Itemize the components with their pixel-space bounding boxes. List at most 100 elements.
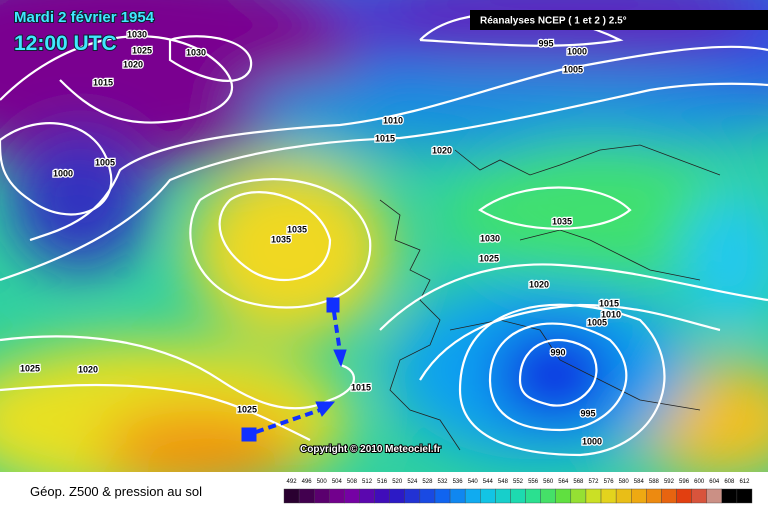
isobar-label: 1005 <box>95 157 115 167</box>
scale-label: 612 <box>739 479 750 485</box>
isobar-label: 1020 <box>78 364 98 374</box>
scale-swatch <box>464 488 481 504</box>
source: Réanalyses NCEP ( 1 et 2 ) 2.5° <box>480 16 627 27</box>
scale-swatch <box>585 488 602 504</box>
scale-swatch <box>434 488 451 504</box>
isobar-label: 1015 <box>351 382 371 392</box>
legend-title: Géop. Z500 & pression au sol <box>30 484 202 499</box>
scale-label: 492 <box>287 479 298 485</box>
scale-swatch <box>600 488 617 504</box>
isobar-label: 1025 <box>479 253 499 263</box>
scale-swatch <box>570 488 587 504</box>
scale-swatch <box>736 488 753 504</box>
arrow-start <box>241 427 257 442</box>
scale-swatch <box>374 488 390 504</box>
arrow-head <box>333 349 347 368</box>
arrow-line <box>255 408 321 434</box>
scale-label: 564 <box>558 479 569 485</box>
isobar-label: 1030 <box>186 47 206 57</box>
scale-label: 508 <box>347 479 358 485</box>
scale-swatch <box>646 488 662 504</box>
isobar-label: 1015 <box>93 77 113 87</box>
scale-swatch <box>283 488 300 504</box>
arrow-line <box>332 311 342 353</box>
scale-label: 532 <box>438 479 449 485</box>
scale-label: 504 <box>332 479 343 485</box>
scale-label: 524 <box>407 479 418 485</box>
isobar-labels: 1030 1025 1020 1030 1015 1005 1000 1010 1015 1020… <box>19 28 623 448</box>
scale-label: 496 <box>302 479 313 485</box>
isobar-label: 1025 <box>132 45 152 55</box>
isobar-label: 1000 <box>567 46 587 56</box>
scale-swatch <box>615 488 632 504</box>
scale-swatch <box>298 488 315 504</box>
scale-swatch <box>359 488 375 504</box>
scale-swatch <box>661 488 677 504</box>
scale-swatch <box>449 488 466 504</box>
scale-label: 572 <box>588 479 599 485</box>
isobar-label: 1000 <box>582 436 602 446</box>
scale-label: 608 <box>724 479 735 485</box>
isobar-label: 1020 <box>123 59 143 69</box>
isobar-label: 1015 <box>375 133 395 143</box>
scale-label: 536 <box>453 479 464 485</box>
isobar-label: 1020 <box>432 145 452 155</box>
coastlines <box>379 144 721 451</box>
scale-label: 528 <box>422 479 433 485</box>
isobar-label: 1035 <box>552 216 572 226</box>
isobar-label: 1005 <box>563 64 583 74</box>
scale-label: 568 <box>573 479 584 485</box>
scale-swatch <box>525 488 541 504</box>
source-box <box>470 10 768 30</box>
isobar-label: 1030 <box>127 29 147 39</box>
scale-label: 560 <box>543 479 554 485</box>
scale-swatch <box>344 488 360 504</box>
scale-label: 584 <box>634 479 645 485</box>
scale-label: 592 <box>664 479 675 485</box>
scale-label: 516 <box>377 479 388 485</box>
scale-label: 520 <box>392 479 403 485</box>
scale-swatch <box>540 488 556 504</box>
scale-swatch <box>495 488 511 504</box>
scale-label: 576 <box>604 479 615 485</box>
scale-label: 600 <box>694 479 705 485</box>
isobar-label: 1025 <box>237 404 257 414</box>
arrow-head <box>315 401 336 417</box>
scale-swatch <box>676 488 692 504</box>
time: 12:00 UTC <box>14 32 117 55</box>
field <box>0 0 768 500</box>
isobar-label: 1020 <box>529 279 549 289</box>
scale-swatch <box>329 488 345 504</box>
arrow-start <box>326 297 340 313</box>
scale-swatch <box>389 488 405 504</box>
isobar-label: 1035 <box>271 234 291 244</box>
isobar-label: 1025 <box>20 363 40 373</box>
isobar-label: 1030 <box>480 233 500 243</box>
scale-swatch <box>691 488 707 504</box>
isobar-label: 995 <box>538 38 553 48</box>
color-scale: 492 496 500 504 508 512 516 520 524 528 532 536 540 5… <box>283 479 753 504</box>
isobar-label: 1010 <box>601 309 621 319</box>
scale-swatch <box>631 488 647 504</box>
scale-label: 588 <box>649 479 660 485</box>
scale-label: 596 <box>679 479 690 485</box>
date: Mardi 2 février 1954 <box>14 9 155 26</box>
scale-label: 544 <box>483 479 494 485</box>
isobar-label: 1000 <box>53 168 73 178</box>
isobar-label: 990 <box>550 347 565 357</box>
scale-swatch <box>706 488 723 504</box>
scale-swatch <box>721 488 738 504</box>
scale-label: 552 <box>513 479 524 485</box>
copyright: Copyright © 2010 Meteociel.fr <box>300 444 441 455</box>
scale-label: 556 <box>528 479 539 485</box>
scale-label: 580 <box>619 479 630 485</box>
scale-label: 512 <box>362 479 373 485</box>
scale-label: 500 <box>317 479 328 485</box>
scale-swatch <box>555 488 572 504</box>
scale-swatch <box>313 488 330 504</box>
isobars <box>0 12 768 457</box>
scale-swatch <box>419 488 436 504</box>
scale-label: 604 <box>709 479 720 485</box>
arrows <box>241 297 347 442</box>
